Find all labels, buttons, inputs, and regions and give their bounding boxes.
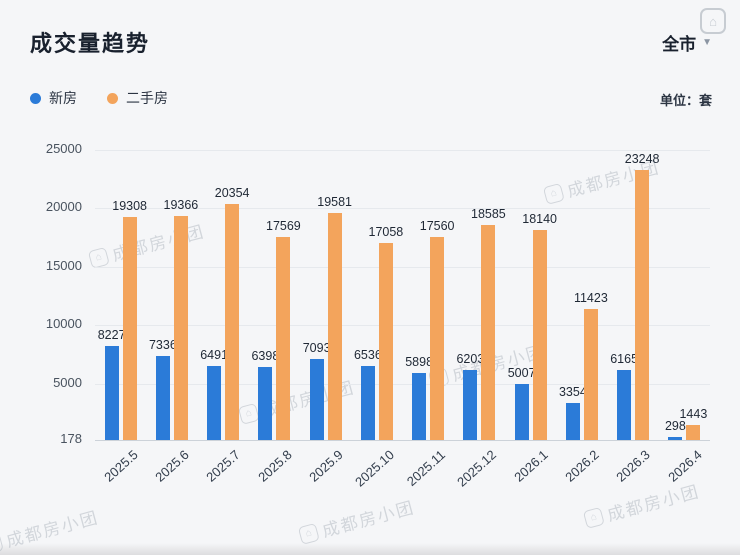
bar-value-label: 19308 xyxy=(112,198,148,213)
bar-value-label: 6203 xyxy=(456,351,485,366)
city-selector-label: 全市 xyxy=(662,35,697,54)
watermark-logo-icon: ⌂ xyxy=(582,506,605,529)
legend-dot-new-homes xyxy=(30,92,41,104)
bar-二手房-2025.6[interactable] xyxy=(173,215,188,440)
gridline xyxy=(95,208,710,210)
watermark-logo-icon: ⌂ xyxy=(542,182,565,205)
bar-二手房-2025.5[interactable] xyxy=(122,216,137,440)
bar-value-label: 19366 xyxy=(163,197,199,212)
x-axis-label: 2025.6 xyxy=(152,447,192,485)
bar-value-label: 1443 xyxy=(679,407,708,422)
gridline xyxy=(95,440,710,441)
bar-value-label: 19581 xyxy=(317,195,353,210)
chart-legend: 新房 二手房 xyxy=(30,88,168,108)
watermark: ⌂成都房小团 xyxy=(87,217,207,272)
bar-新房-2025.9[interactable] xyxy=(309,359,324,440)
gridline xyxy=(95,325,710,327)
y-axis-label: 10000 xyxy=(45,316,82,332)
gridline xyxy=(95,266,710,268)
bar-value-label: 6491 xyxy=(200,348,229,363)
legend-item-new-homes[interactable]: 新房 xyxy=(30,88,77,108)
x-axis-label: 2025.11 xyxy=(403,447,449,489)
bar-value-label: 5007 xyxy=(507,365,536,380)
bar-value-label: 7336 xyxy=(148,338,177,353)
bar-二手房-2026.1[interactable] xyxy=(532,230,547,440)
gridline xyxy=(95,383,710,385)
legend-dot-secondhand-homes xyxy=(107,92,118,104)
bar-新房-2026.1[interactable] xyxy=(514,383,529,440)
bar-新房-2025.10[interactable] xyxy=(360,365,375,440)
watermark-logo-icon: ⌂ xyxy=(700,8,726,34)
x-axis-label: 2026.3 xyxy=(613,447,654,485)
bar-新房-2025.6[interactable] xyxy=(155,356,170,440)
bottom-shade xyxy=(0,543,740,555)
x-axis-label: 2025.7 xyxy=(203,447,244,485)
city-selector[interactable]: 全市 ▼ xyxy=(662,30,712,55)
bar-value-label: 8227 xyxy=(97,327,126,342)
legend-label-secondhand-homes: 二手房 xyxy=(126,90,168,106)
y-axis-label: 20000 xyxy=(45,199,82,215)
bar-value-label: 18585 xyxy=(470,206,506,221)
legend-label-new-homes: 新房 xyxy=(49,90,77,106)
bar-新房-2025.8[interactable] xyxy=(258,367,273,440)
bar-value-label: 5898 xyxy=(405,355,434,370)
y-axis-label: 15000 xyxy=(45,257,82,273)
bar-value-label: 20354 xyxy=(214,186,250,201)
bar-新房-2025.7[interactable] xyxy=(207,366,222,440)
watermark: ⌂成都房小团 xyxy=(297,493,417,548)
bar-二手房-2025.9[interactable] xyxy=(327,213,342,440)
watermark-logo-icon: ⌂ xyxy=(297,522,320,545)
x-axis-label: 2025.9 xyxy=(306,447,346,485)
watermark-logo-icon: ⌂ xyxy=(87,246,110,269)
bar-新房-2026.2[interactable] xyxy=(565,402,580,440)
bar-新房-2025.11[interactable] xyxy=(412,373,427,440)
chevron-down-icon: ▼ xyxy=(702,36,712,48)
bar-新房-2025.12[interactable] xyxy=(463,369,478,440)
bar-value-label: 18140 xyxy=(522,212,558,227)
bar-二手房-2025.11[interactable] xyxy=(430,236,445,440)
bar-value-label: 11423 xyxy=(573,290,608,305)
bar-value-label: 3354 xyxy=(558,384,587,399)
x-axis-label: 2025.12 xyxy=(454,447,500,490)
bar-value-label: 6536 xyxy=(353,347,382,362)
x-axis-label: 2025.8 xyxy=(254,447,295,485)
bar-二手房-2025.8[interactable] xyxy=(276,236,291,440)
y-axis-label: 178 xyxy=(60,431,82,446)
x-axis-label: 2025.5 xyxy=(101,447,141,485)
bar-二手房-2025.10[interactable] xyxy=(378,242,393,440)
watermark: ⌂成都房小团 xyxy=(582,477,702,532)
bar-二手房-2026.3[interactable] xyxy=(635,170,650,440)
legend-item-secondhand-homes[interactable]: 二手房 xyxy=(107,88,168,108)
bar-value-label: 17560 xyxy=(419,218,455,233)
bar-新房-2026.4[interactable] xyxy=(668,437,683,440)
bar-二手房-2026.4[interactable] xyxy=(686,425,701,440)
watermark-logo-icon: ⌂ xyxy=(0,532,4,555)
bar-value-label: 6398 xyxy=(251,349,280,364)
bar-value-label: 7093 xyxy=(302,341,331,356)
bar-二手房-2025.12[interactable] xyxy=(481,224,496,440)
y-axis-label: 5000 xyxy=(53,374,82,390)
bar-value-label: 17569 xyxy=(265,218,301,233)
unit-label: 单位：套 xyxy=(659,93,712,108)
watermark-logo-icon: ⌂ xyxy=(237,402,260,425)
gridline xyxy=(95,150,710,151)
bar-value-label: 23248 xyxy=(624,152,660,167)
y-axis-label: 25000 xyxy=(45,141,82,156)
x-axis-label: 2026.2 xyxy=(562,447,602,485)
bar-value-label: 298 xyxy=(664,419,686,433)
bar-二手房-2025.7[interactable] xyxy=(225,204,240,440)
bar-新房-2026.3[interactable] xyxy=(617,370,632,440)
page-title: 成交量趋势 xyxy=(30,31,151,56)
bar-value-label: 17058 xyxy=(368,224,404,239)
x-axis-label: 2026.1 xyxy=(511,447,551,485)
x-axis-label: 2025.10 xyxy=(351,447,397,490)
bar-二手房-2026.2[interactable] xyxy=(583,308,598,440)
bar-value-label: 6165 xyxy=(610,352,639,367)
bar-新房-2025.5[interactable] xyxy=(104,345,119,440)
